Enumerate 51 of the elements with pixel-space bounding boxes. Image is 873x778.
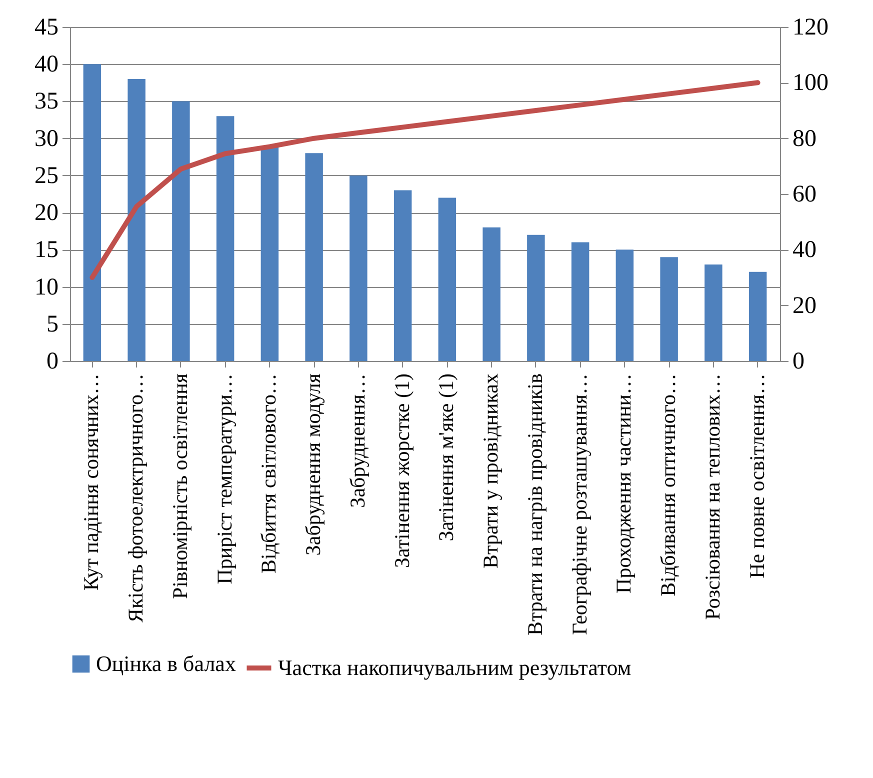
x-tick-label: Якість фотоелектричного…	[124, 374, 148, 622]
x-tick-label: Приріст температури…	[212, 374, 236, 584]
x-tick-label: Затінення жорстке (1)	[390, 374, 414, 568]
y2-tick-label: 120	[792, 14, 828, 40]
bar	[616, 250, 634, 361]
bar	[571, 242, 590, 361]
y-tick-label: 15	[34, 237, 58, 264]
x-tick-label: Відбивання оптичного…	[656, 374, 680, 596]
y2-tick-label: 80	[792, 126, 816, 152]
legend-label: Оцінка в балах	[96, 651, 236, 676]
x-tick-label: Втрати у провідниках	[478, 373, 503, 568]
bar	[438, 198, 456, 361]
legend-label: Частка накопичувальним результатом	[278, 655, 632, 680]
y-tick-label: 30	[34, 126, 58, 152]
x-tick-label: Втрати на нагрів провідників	[522, 373, 547, 636]
y-tick-label: 25	[34, 162, 58, 189]
bar	[394, 190, 412, 361]
y-tick-label: 35	[34, 88, 58, 115]
x-tick-label: Забруднення…	[345, 374, 370, 508]
y2-tick-label: 100	[792, 70, 828, 96]
bar	[748, 272, 767, 361]
y2-tick-label: 60	[792, 182, 816, 208]
y-tick-label: 10	[34, 274, 58, 300]
y2-tick-label: 20	[792, 292, 816, 319]
x-tick-label: Не повне освітлення…	[744, 374, 769, 578]
bar	[660, 257, 678, 361]
bar	[704, 264, 722, 361]
bar	[172, 101, 190, 361]
x-tick-label: Рівномірність освітлення	[168, 373, 192, 599]
x-tick-label: Забруднення модуля	[301, 373, 326, 556]
bar	[128, 78, 146, 361]
bar	[482, 227, 500, 361]
y2-tick-label: 40	[792, 237, 816, 264]
y-tick-label: 45	[34, 14, 58, 40]
x-tick-label: Розсіювання на теплових…	[700, 374, 724, 620]
y-tick-label: 40	[34, 52, 58, 78]
bar	[83, 64, 102, 361]
x-tick-label: Кут падіння сонячних…	[79, 374, 104, 591]
x-tick-label: Відбиття світлового…	[256, 374, 281, 574]
x-tick-label: Затінення м'яке (1)	[434, 374, 458, 542]
bar	[260, 146, 279, 361]
y2-tick-label: 0	[792, 348, 804, 374]
y-tick-label: 5	[46, 311, 58, 338]
x-tick-label: Проходження частини…	[612, 374, 636, 594]
y-tick-label: 0	[46, 348, 58, 374]
bar	[350, 175, 368, 361]
y-tick-label: 20	[34, 200, 58, 226]
bar	[527, 234, 545, 361]
bar	[305, 153, 323, 361]
x-tick-label: Географічне розташування…	[567, 374, 592, 635]
bar	[216, 116, 234, 361]
